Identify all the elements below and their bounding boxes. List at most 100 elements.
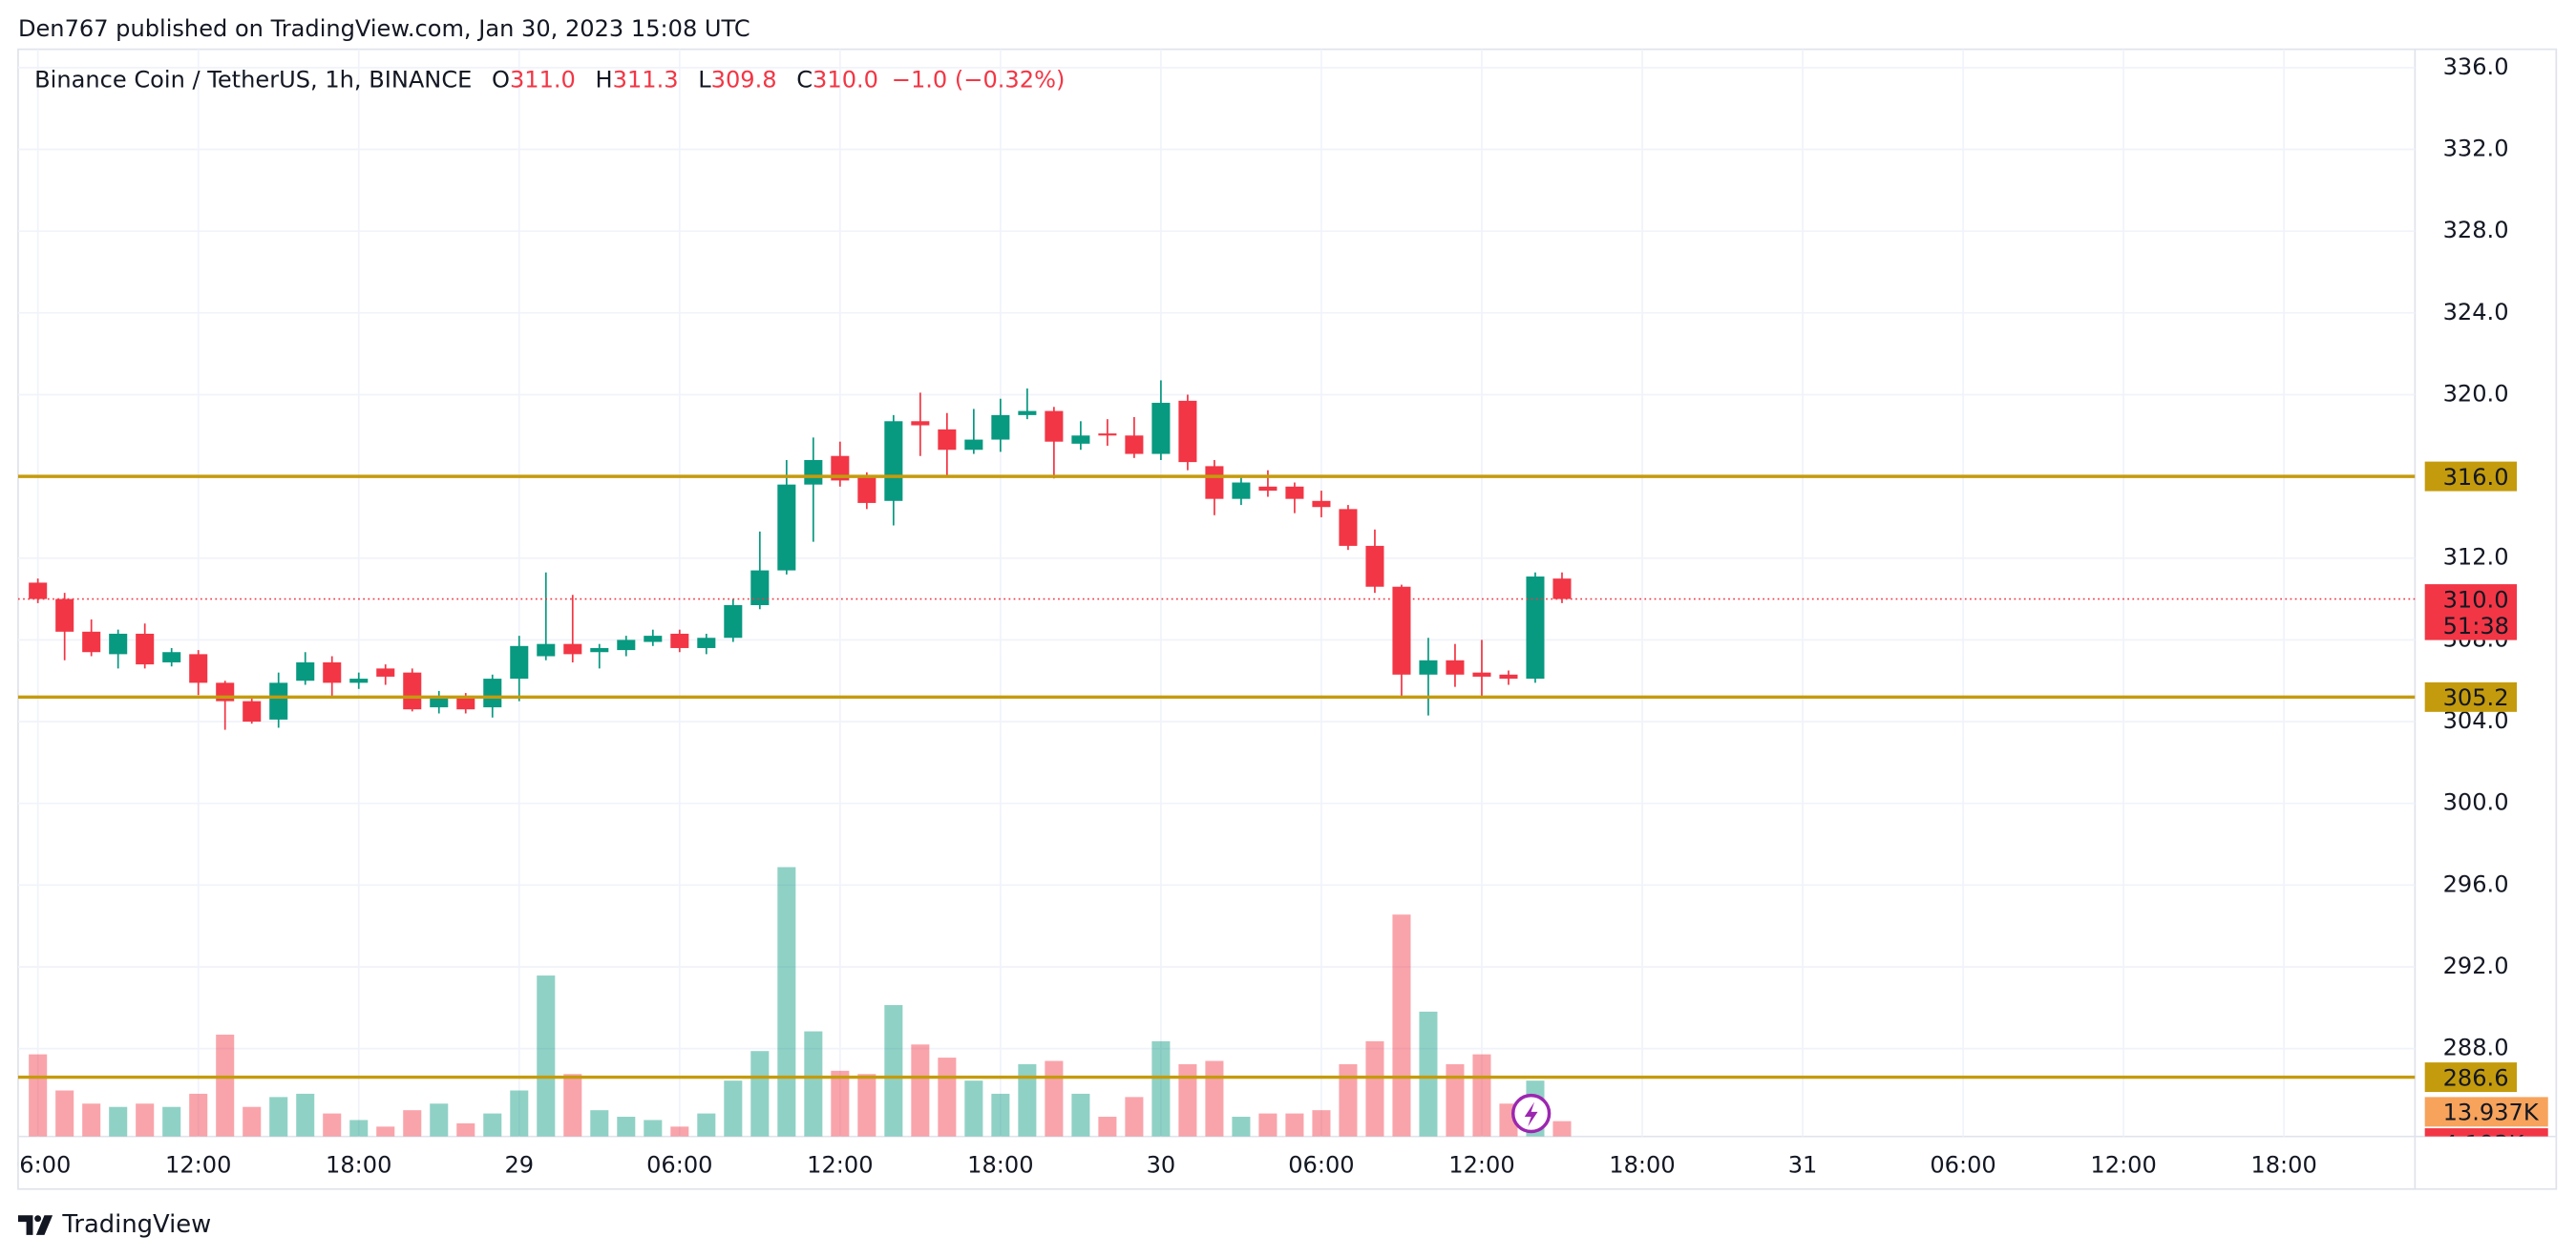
candle-body (911, 421, 930, 426)
candle-body (1125, 435, 1144, 454)
grid (17, 49, 2416, 1137)
level-tag-label: 316.0 (2443, 464, 2509, 491)
volume-bar (510, 1090, 529, 1137)
candle-body (724, 604, 743, 639)
candle-body (456, 697, 475, 710)
volume-bar (1392, 914, 1411, 1137)
volume-bar (189, 1093, 208, 1137)
volume-bar (243, 1106, 262, 1137)
volume-bar (804, 1031, 823, 1137)
volume-bar (323, 1113, 342, 1137)
volume-bar (136, 1103, 155, 1137)
volume-bar (697, 1113, 716, 1137)
candle-body (1499, 674, 1518, 680)
volume-bar (884, 1005, 903, 1137)
candle-body (1232, 482, 1251, 499)
candle-body (804, 459, 823, 485)
volume-tag (2424, 1097, 2548, 1127)
volume-bar (1472, 1054, 1491, 1137)
volume-bar (1419, 1011, 1438, 1137)
candle-body (82, 631, 101, 653)
x-tick-label: 12:00 (1448, 1152, 1514, 1179)
candle-body (1045, 410, 1064, 442)
volume-bar (216, 1034, 235, 1137)
volume-bar (1151, 1040, 1171, 1137)
y-tick-label: 328.0 (2443, 217, 2509, 243)
legend-value: 311.3 (613, 66, 679, 93)
x-tick-label: 30 (1147, 1152, 1176, 1179)
volume-bar (750, 1051, 770, 1137)
volume-tag (2424, 1128, 2548, 1137)
candle-body (1312, 500, 1331, 508)
legend-value: 310.0 (813, 66, 878, 93)
volume-bar (403, 1110, 422, 1137)
levels (17, 474, 2416, 1080)
countdown: 51:38 (2443, 613, 2509, 639)
volume-bar (617, 1117, 636, 1137)
brand-logo (17, 1215, 53, 1235)
candle-body (1178, 400, 1197, 463)
candle-body (617, 639, 636, 651)
volume-bar (724, 1080, 743, 1137)
level-tag-label: 286.6 (2443, 1064, 2509, 1091)
candle-body (1419, 660, 1438, 675)
volume-bar (1285, 1113, 1304, 1137)
x-tick-label: 06:00 (5, 1152, 71, 1179)
candle-body (510, 645, 529, 680)
candle-body (189, 654, 208, 683)
candle-body (750, 570, 770, 605)
volume-bar (1258, 1113, 1277, 1137)
volume-bar (563, 1074, 582, 1137)
candle-body (1205, 466, 1224, 499)
y-tick-label: 332.0 (2443, 136, 2509, 162)
legend-title: Binance Coin / TetherUS, 1h, BINANCE (34, 66, 472, 93)
candle-body (537, 643, 556, 657)
volume-bar (1098, 1117, 1117, 1137)
candle-body (1285, 486, 1304, 499)
candle-body (296, 661, 315, 681)
volume-pane (29, 867, 1572, 1137)
volume-bar (430, 1103, 449, 1137)
volume-bar (269, 1097, 288, 1137)
volume-bar (55, 1090, 74, 1137)
x-tick-label: 12:00 (807, 1152, 873, 1179)
volume-bar (1125, 1097, 1144, 1137)
candle-body (483, 679, 502, 708)
y-tick-label: 312.0 (2443, 544, 2509, 571)
price-axis: 336.0332.0328.0324.0320.0316.0312.0308.0… (2443, 53, 2509, 1061)
x-tick-label: 12:00 (165, 1152, 231, 1179)
volume-tag-label: 4.193K (2443, 1130, 2525, 1157)
candle-body (1472, 672, 1491, 677)
candles (29, 380, 1572, 730)
legend-change: −1.0 (−0.32%) (892, 66, 1066, 93)
level-tag-label: 305.2 (2443, 684, 2509, 711)
volume-bar (483, 1113, 502, 1137)
y-tick-label: 296.0 (2443, 870, 2509, 897)
volume-bar (537, 975, 556, 1137)
candle-body (644, 636, 663, 642)
y-tick-label: 300.0 (2443, 789, 2509, 816)
volume-bar (162, 1106, 181, 1137)
bolt-icon (1511, 1093, 1552, 1134)
volume-bar (1232, 1117, 1251, 1137)
publisher: Den767 published on TradingView.com, Jan… (18, 15, 750, 42)
volume-bar (777, 867, 796, 1137)
volume-bar (376, 1126, 395, 1137)
y-tick-label: 292.0 (2443, 953, 2509, 979)
candle-body (1446, 660, 1465, 675)
candle-body (162, 652, 181, 662)
volume-bar (1446, 1063, 1465, 1137)
candle-body (777, 484, 796, 571)
candle-body (269, 682, 288, 720)
volume-bar (456, 1122, 475, 1137)
x-tick-label: 31 (1788, 1152, 1818, 1179)
candle-body (884, 421, 903, 501)
legend: Binance Coin / TetherUS, 1h, BINANCE O311… (34, 66, 1065, 93)
volume-bar (29, 1054, 48, 1137)
volume-bar (1205, 1060, 1224, 1137)
volume-bar (1312, 1110, 1331, 1137)
volume-bar (938, 1058, 957, 1137)
candle-body (1071, 435, 1090, 444)
